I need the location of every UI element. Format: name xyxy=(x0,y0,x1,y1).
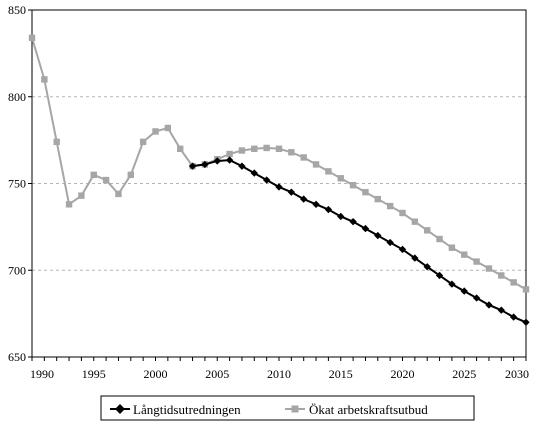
data-point xyxy=(78,192,85,199)
data-point xyxy=(497,306,505,314)
data-point xyxy=(485,265,493,272)
series-1 xyxy=(188,156,530,326)
data-point xyxy=(262,176,271,184)
data-point xyxy=(238,162,246,170)
data-point xyxy=(436,235,443,243)
data-point xyxy=(361,224,370,233)
series-2 xyxy=(28,34,530,293)
data-point xyxy=(349,182,357,189)
data-point xyxy=(300,154,307,161)
legend-label-series-1: Långtidsutredningen xyxy=(133,402,241,417)
data-point xyxy=(139,138,147,146)
x-tick-label: 2025 xyxy=(452,367,476,381)
y-tick-label: 800 xyxy=(8,90,26,104)
data-point xyxy=(102,176,110,184)
data-point xyxy=(448,244,456,251)
data-point xyxy=(498,272,505,279)
x-tick-label: 2015 xyxy=(329,367,353,381)
data-point xyxy=(472,294,481,302)
data-point xyxy=(411,254,419,262)
data-point xyxy=(288,149,295,156)
legend: Långtidsutredningen Ökat arbetskraftsutb… xyxy=(100,395,475,421)
data-point xyxy=(460,287,468,295)
data-point xyxy=(362,188,369,196)
data-point xyxy=(312,200,320,208)
data-point xyxy=(522,318,530,326)
x-tick-label: 1995 xyxy=(82,367,106,381)
x-tick-label: 2020 xyxy=(391,367,415,381)
x-tick-label: 1990 xyxy=(30,367,54,381)
series-line xyxy=(192,159,527,324)
data-point xyxy=(275,145,283,152)
data-point xyxy=(115,190,122,198)
y-tick-label: 750 xyxy=(8,177,26,191)
data-point xyxy=(238,147,246,154)
x-tick-label: 2030 xyxy=(505,367,529,381)
data-point xyxy=(325,168,332,175)
data-point xyxy=(312,161,320,168)
data-point xyxy=(522,286,530,293)
data-point xyxy=(461,251,468,258)
data-point xyxy=(53,138,60,146)
data-point xyxy=(90,171,97,179)
x-tick-label: 2000 xyxy=(144,367,168,381)
data-point xyxy=(300,195,308,203)
data-point xyxy=(411,218,419,225)
x-axis: 1990 1995 2000 2005 2010 2015 2020 2025 2030 xyxy=(30,357,529,381)
data-point xyxy=(399,209,406,217)
series-line xyxy=(31,37,527,291)
data-point xyxy=(509,313,518,321)
data-point xyxy=(435,271,444,280)
data-point xyxy=(337,175,344,182)
data-point xyxy=(448,280,456,288)
legend-label-series-2: Ökat arbetskraftsutbud xyxy=(309,402,428,417)
data-point xyxy=(485,301,493,309)
data-point xyxy=(423,263,431,271)
data-point xyxy=(28,34,36,41)
data-point xyxy=(164,124,172,132)
data-point xyxy=(152,128,159,135)
legend-marker-square-icon xyxy=(291,405,299,413)
x-tick-label: 2010 xyxy=(267,367,291,381)
data-point xyxy=(177,145,184,152)
data-point xyxy=(510,279,517,286)
y-axis: 650 700 750 800 850 xyxy=(8,3,32,364)
data-point xyxy=(263,144,270,152)
data-point xyxy=(386,202,394,210)
data-point xyxy=(127,171,134,179)
data-point xyxy=(386,238,394,247)
data-point xyxy=(374,195,381,203)
y-tick-label: 700 xyxy=(8,263,26,277)
data-point xyxy=(424,227,431,234)
y-tick-label: 650 xyxy=(8,350,26,364)
data-point xyxy=(226,150,233,158)
data-point xyxy=(250,169,258,177)
data-point xyxy=(251,145,258,152)
x-tick-label: 2005 xyxy=(205,367,229,381)
series xyxy=(28,34,530,326)
data-point xyxy=(275,183,283,191)
data-point xyxy=(65,201,73,208)
data-point xyxy=(473,258,480,265)
y-tick-label: 850 xyxy=(8,3,26,17)
data-point xyxy=(225,156,234,164)
data-point xyxy=(41,76,48,83)
